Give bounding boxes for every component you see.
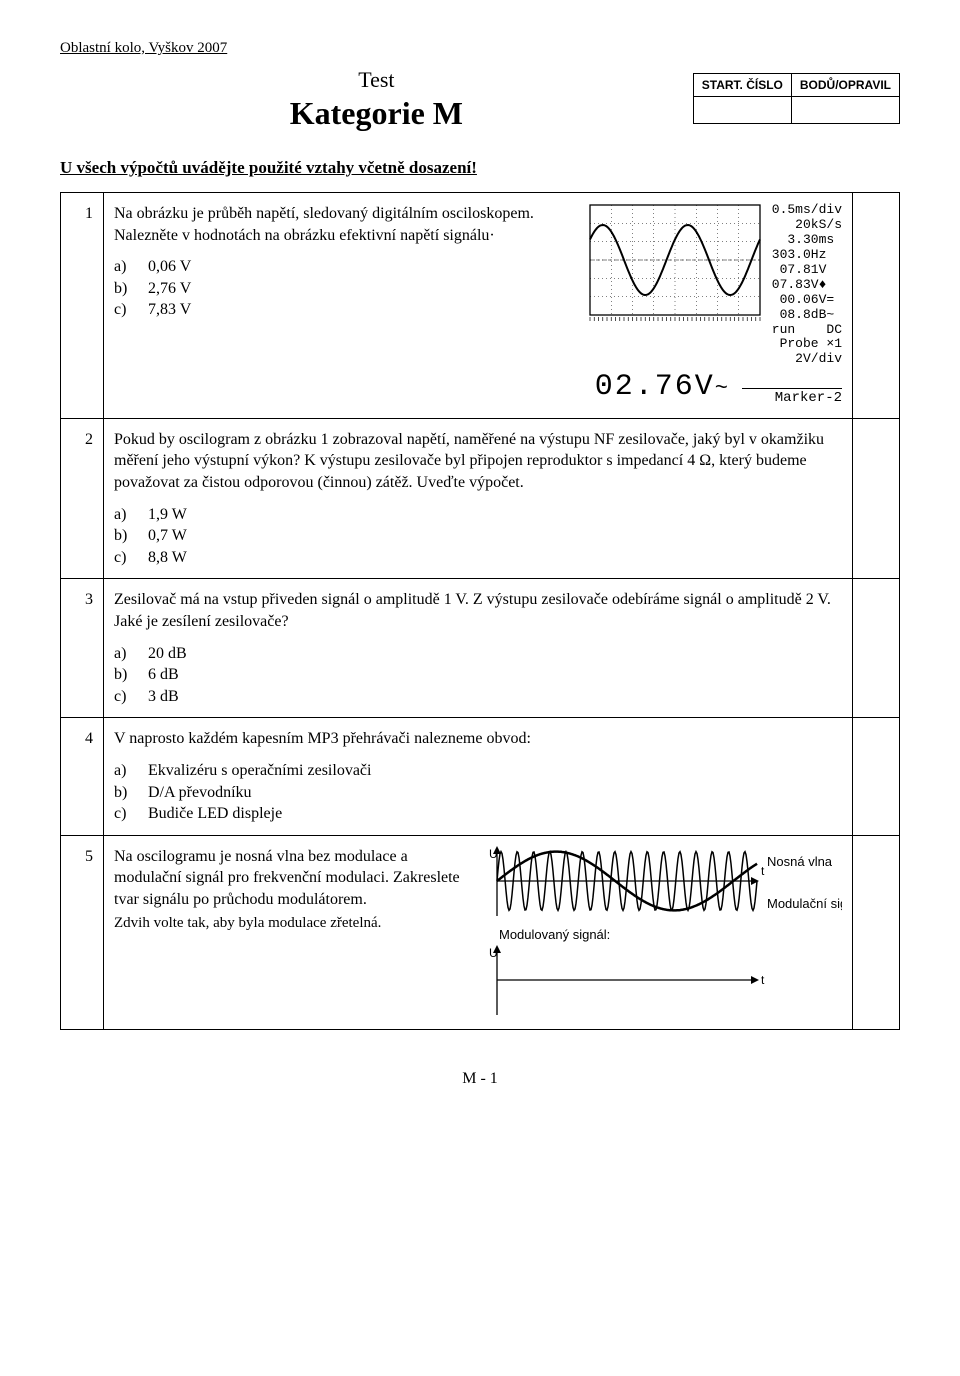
options: a)Ekvalizéru s operačními zesilovačib)D/… [114,760,842,825]
options: a)20 dBb)6 dBc)3 dB [114,643,842,708]
question-number: 5 [61,835,104,1030]
question-score-cell [853,579,900,718]
option-value: 1,9 W [148,504,187,526]
option-label: c) [114,803,148,825]
question-number: 1 [61,193,104,419]
question-number: 4 [61,718,104,835]
title-line2: Kategorie M [60,95,693,132]
option-label: b) [114,782,148,804]
question-body: Pokud by oscilogram z obrázku 1 zobrazov… [104,418,853,579]
score-box: START. ČÍSLO BODŮ/OPRAVIL [693,73,900,124]
option-label: c) [114,299,148,321]
option: c)8,8 W [114,547,842,569]
question-body: V naprosto každém kapesním MP3 přehrávač… [104,718,853,835]
option: b)D/A převodníku [114,782,842,804]
option-value: D/A převodníku [148,782,252,804]
option: a)20 dB [114,643,842,665]
option: c)3 dB [114,686,842,708]
option-value: Budiče LED displeje [148,803,282,825]
modulation-bottom: U t [487,945,842,1019]
option: b)0,7 W [114,525,842,547]
question-score-cell [853,718,900,835]
option-value: 7,83 V [148,299,191,321]
questions-table: 1 0.5ms/div 20kS/s 3.30ms 303.0Hz 07.81V… [60,192,900,1030]
option-value: 0,06 V [148,256,191,278]
option-label: a) [114,760,148,782]
oscilloscope-readout: 0.5ms/div 20kS/s 3.30ms 303.0Hz 07.81V 0… [772,203,842,367]
option: a)1,9 W [114,504,842,526]
page-header: Oblastní kolo, Vyškov 2007 [60,40,900,57]
scorebox-cell [693,97,791,124]
question-score-cell [853,835,900,1030]
modulation-figure: U t Nosná vlna Modulační signál Modulova… [487,846,842,1020]
option: b)2,76 V [114,278,576,300]
option-label: c) [114,547,148,569]
scorebox-col2: BODŮ/OPRAVIL [791,74,899,97]
question-score-cell [853,193,900,419]
option-value: 6 dB [148,664,179,686]
svg-text:t: t [761,864,765,878]
page-footer: M - 1 [60,1070,900,1088]
question-number: 3 [61,579,104,718]
question-score-cell [853,418,900,579]
scorebox-cell [791,97,899,124]
oscilloscope-main-value: 02.76V~ [586,367,734,408]
question-body: 0.5ms/div 20kS/s 3.30ms 303.0Hz 07.81V 0… [104,193,853,419]
option: a)Ekvalizéru s operačními zesilovači [114,760,842,782]
question-text: Pokud by oscilogram z obrázku 1 zobrazov… [114,429,842,494]
option-value: 20 dB [148,643,187,665]
option-label: a) [114,256,148,278]
question-body: Zesilovač má na vstup přiveden signál o … [104,579,853,718]
question-text: Zesilovač má na vstup přiveden signál o … [114,589,842,632]
option: c)Budiče LED displeje [114,803,842,825]
option-label: b) [114,664,148,686]
svg-text:t: t [761,973,765,987]
title-line1: Test [60,67,693,93]
option-value: Ekvalizéru s operačními zesilovači [148,760,371,782]
options: a)1,9 Wb)0,7 Wc)8,8 W [114,504,842,569]
option-label: a) [114,504,148,526]
option-value: 3 dB [148,686,179,708]
instruction-line: U všech výpočtů uvádějte použité vztahy … [60,158,900,178]
question-text: V naprosto každém kapesním MP3 přehrávač… [114,728,842,750]
option-value: 0,7 W [148,525,187,547]
option-label: b) [114,525,148,547]
option: c)7,83 V [114,299,576,321]
option-value: 2,76 V [148,278,191,300]
option-label: b) [114,278,148,300]
option-label: a) [114,643,148,665]
question-number: 2 [61,418,104,579]
option-value: 8,8 W [148,547,187,569]
scorebox-col1: START. ČÍSLO [693,74,791,97]
option-label: c) [114,686,148,708]
title-block: Test Kategorie M [60,63,693,132]
oscilloscope-marker: Marker-2 [742,388,842,408]
modulation-top: U t Nosná vlna Modulační signál [487,846,842,920]
option: b)6 dB [114,664,842,686]
oscilloscope-figure: 0.5ms/div 20kS/s 3.30ms 303.0Hz 07.81V 0… [586,203,842,408]
option: a)0,06 V [114,256,576,278]
svg-text:Nosná vlna: Nosná vlna [767,854,833,869]
question-body: U t Nosná vlna Modulační signál Modulova… [104,835,853,1030]
svg-text:Modulační signál: Modulační signál [767,896,842,911]
oscilloscope-screen [586,203,766,325]
